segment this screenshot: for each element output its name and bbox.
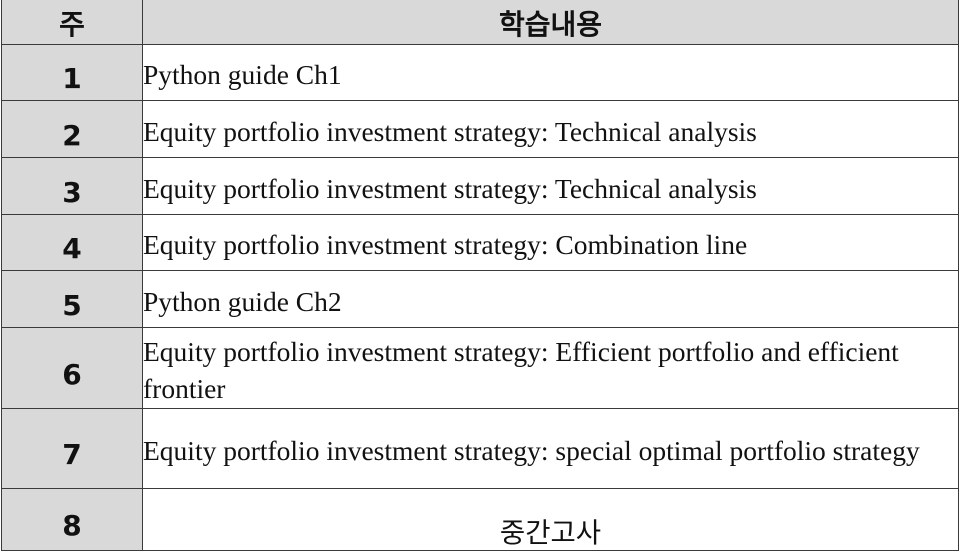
content-text: Equity portfolio investment strategy: Te…	[143, 172, 757, 204]
content-cell: 중간고사	[142, 488, 959, 551]
week-number: 4	[62, 232, 82, 265]
week-number-cell: 8	[1, 488, 143, 551]
content-text: Python guide Ch1	[143, 59, 342, 90]
table-row: 2 Equity portfolio investment strategy: …	[1, 100, 959, 158]
week-number-cell: 3	[1, 157, 143, 215]
content-cell: Equity portfolio investment strategy: sp…	[142, 408, 959, 489]
header-week-label: 주	[59, 7, 85, 41]
content-text: Equity portfolio investment strategy: Te…	[143, 115, 757, 147]
header-content-label: 학습내용	[498, 7, 603, 41]
table-row: 5 Python guide Ch2	[1, 270, 959, 328]
week-number: 8	[62, 509, 82, 542]
content-cell: Equity portfolio investment strategy: Co…	[142, 214, 959, 271]
table-row: 7 Equity portfolio investment strategy: …	[1, 408, 959, 489]
content-cell: Equity portfolio investment strategy: Te…	[142, 157, 959, 215]
table-header-row: 주 학습내용	[1, 0, 959, 45]
week-number: 7	[62, 438, 82, 471]
table-row: 3 Equity portfolio investment strategy: …	[1, 157, 959, 215]
table-row: 4 Equity portfolio investment strategy: …	[1, 214, 959, 271]
table-row: 6 Equity portfolio investment strategy: …	[1, 327, 959, 409]
content-text: Equity portfolio investment strategy: Co…	[143, 229, 748, 260]
header-week: 주	[1, 0, 143, 45]
week-number: 1	[62, 62, 82, 95]
content-text: Equity portfolio investment strategy: Ef…	[143, 336, 899, 404]
week-number-cell: 4	[1, 214, 143, 271]
content-text: Python guide Ch2	[143, 285, 342, 317]
week-number-cell: 5	[1, 270, 143, 328]
content-cell: Equity portfolio investment strategy: Ef…	[142, 327, 959, 409]
week-number-cell: 7	[1, 408, 143, 489]
content-text: Equity portfolio investment strategy: sp…	[143, 435, 920, 466]
week-number: 3	[62, 175, 82, 209]
content-cell: Python guide Ch1	[142, 44, 959, 101]
week-number: 5	[62, 288, 82, 322]
header-content: 학습내용	[142, 0, 959, 45]
week-number-cell: 6	[1, 327, 143, 409]
content-cell: Python guide Ch2	[142, 270, 959, 328]
week-number-cell: 2	[1, 100, 143, 158]
week-number: 2	[62, 118, 82, 152]
table-row: 8 중간고사	[1, 488, 959, 551]
content-cell: Equity portfolio investment strategy: Te…	[142, 100, 959, 158]
table-row: 1 Python guide Ch1	[1, 44, 959, 101]
content-text: 중간고사	[499, 517, 602, 549]
week-number-cell: 1	[1, 44, 143, 101]
week-number: 6	[62, 357, 82, 391]
